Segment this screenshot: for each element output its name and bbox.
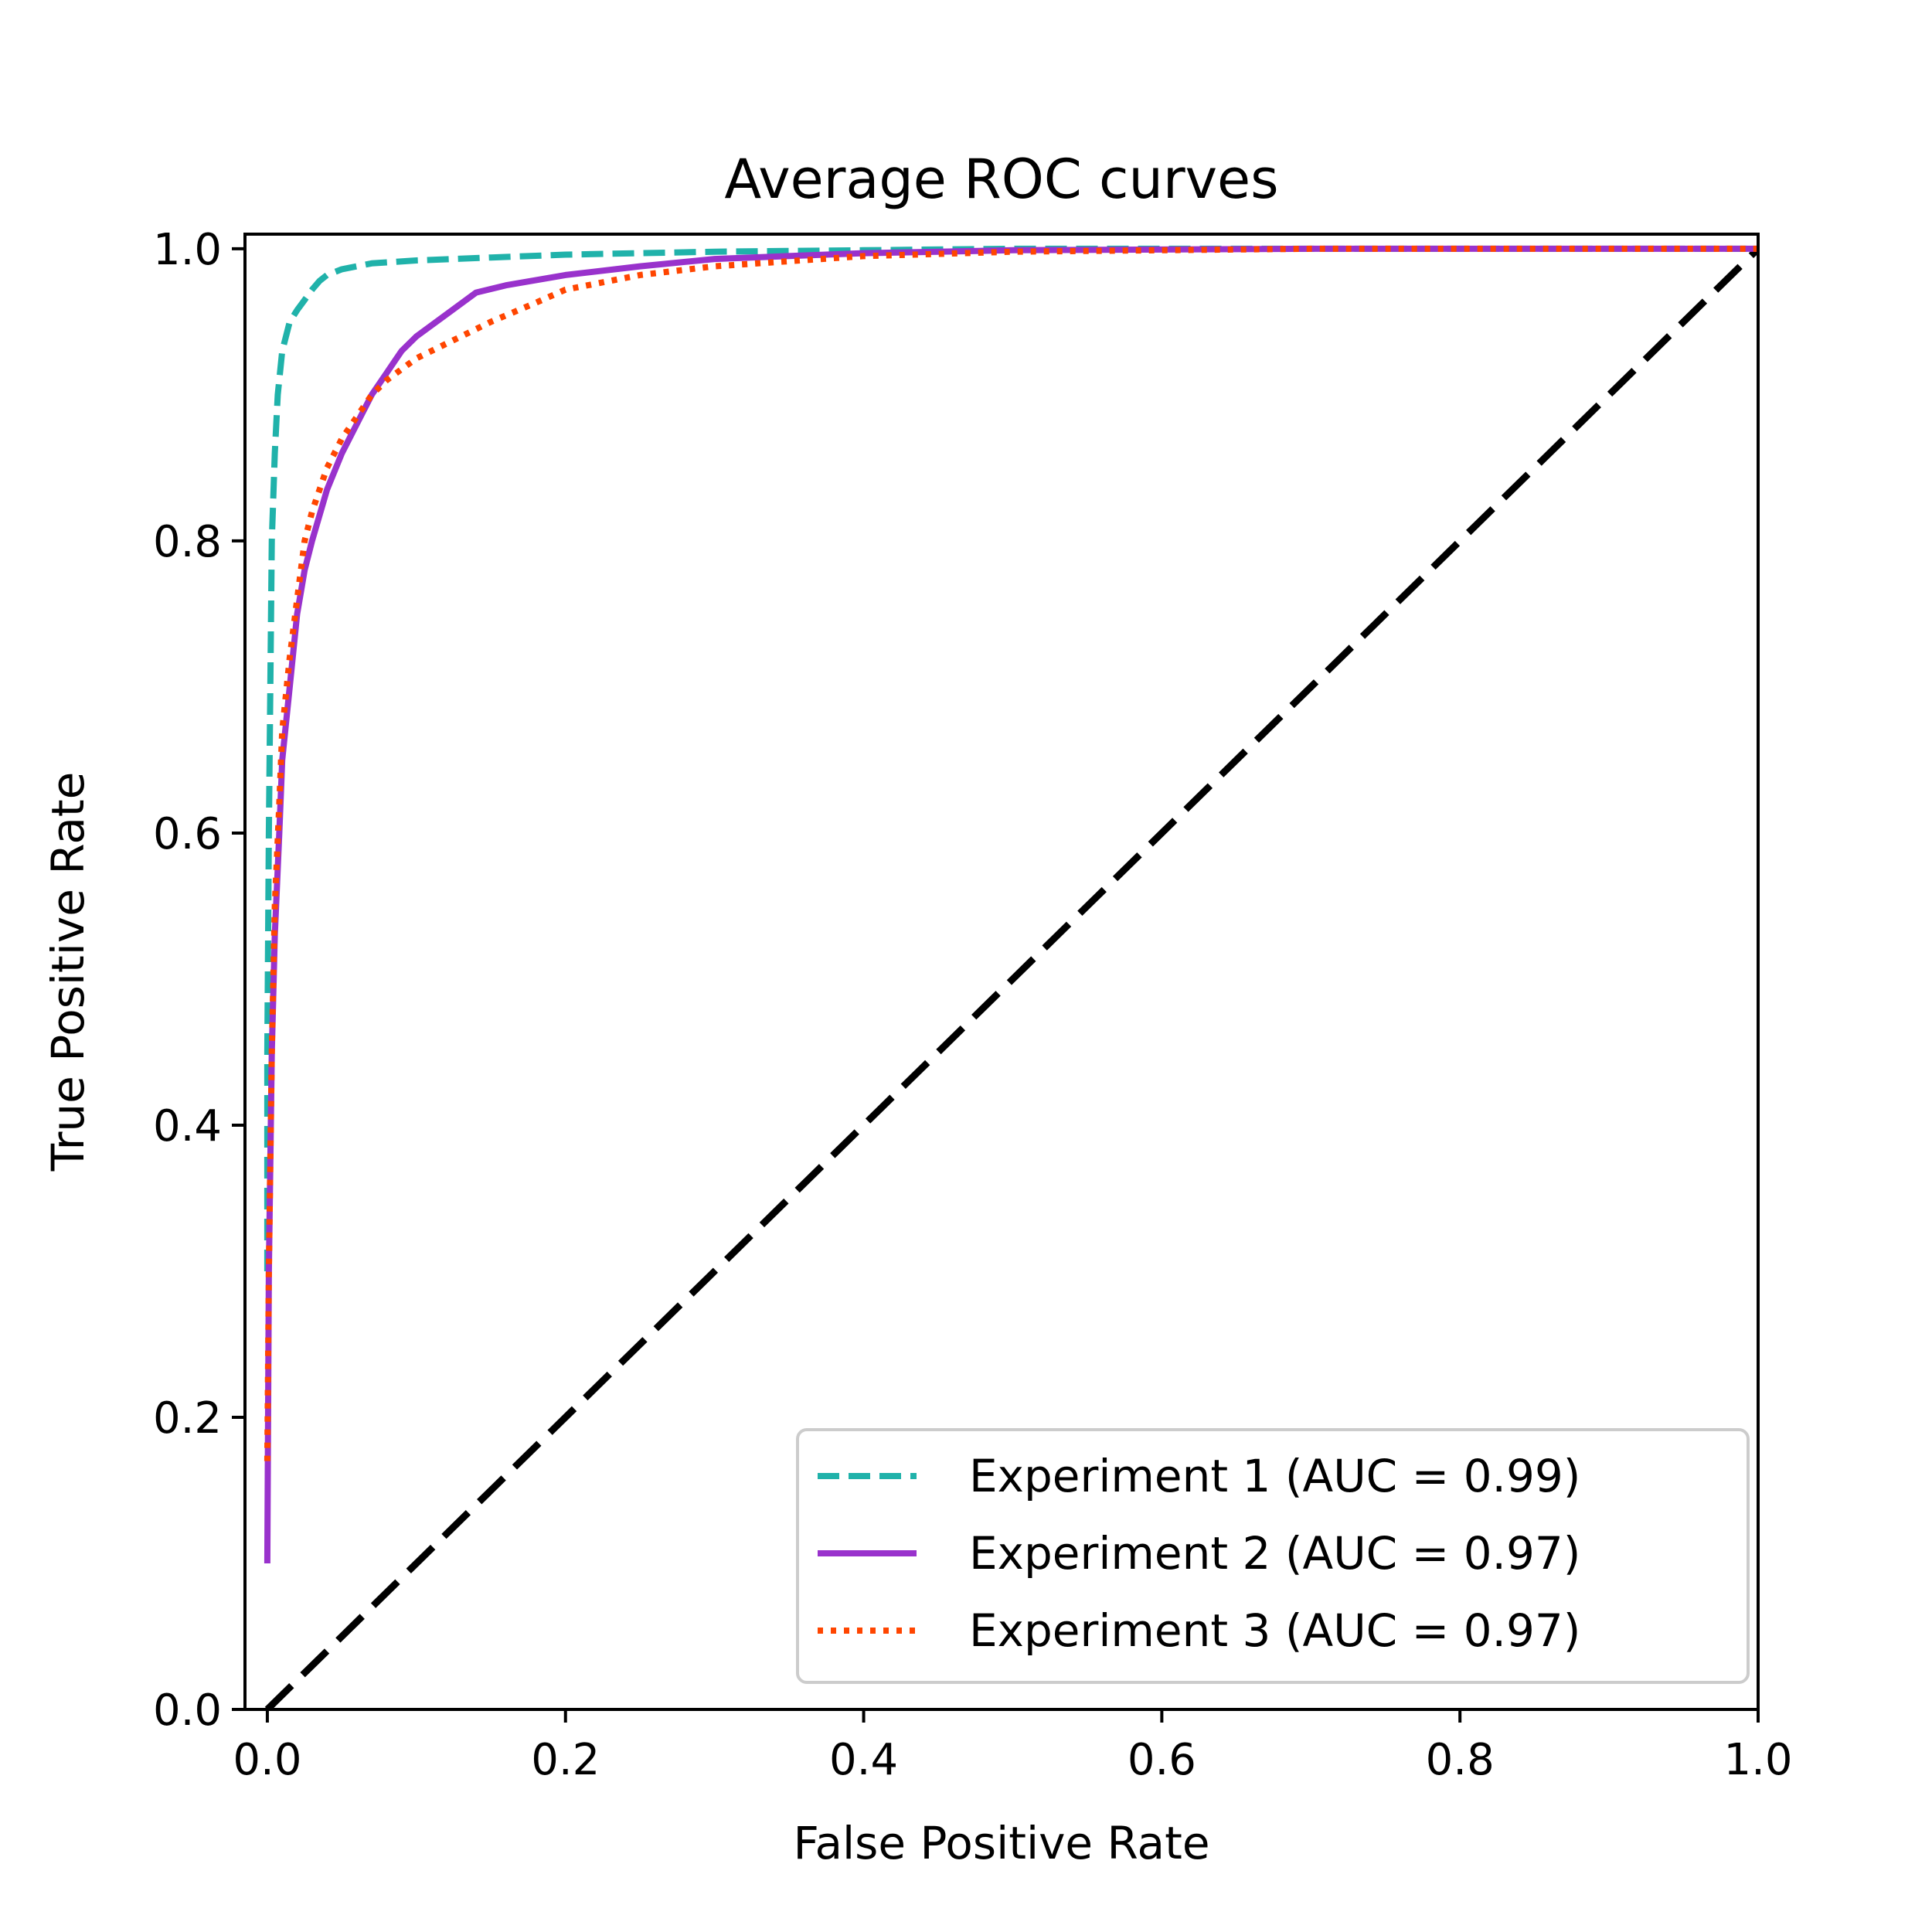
legend: Experiment 1 (AUC = 0.99) Experiment 2 (A… [796,1428,1750,1684]
legend-label-experiment-1: Experiment 1 (AUC = 0.99) [969,1450,1580,1502]
legend-box [796,1428,1750,1684]
chance-diagonal-line [264,246,1758,1709]
legend-label-experiment-2: Experiment 2 (AUC = 0.97) [969,1527,1580,1580]
x-tick-label: 0.8 [1426,1735,1495,1785]
x-tick-label: 0.2 [531,1735,600,1785]
curves-group [264,245,1758,1709]
y-tick-label: 0.0 [153,1685,222,1736]
x-axis: 0.0 0.2 0.4 0.6 0.8 1.0 [233,1709,1793,1785]
y-axis-label: True Positive Rate [42,772,94,1172]
y-axis: 0.0 0.2 0.4 0.6 0.8 1.0 [153,225,245,1736]
chart-title: Average ROC curves [724,148,1278,211]
plot-area [243,233,1760,1711]
x-tick-label: 1.0 [1723,1735,1792,1785]
y-tick-label: 0.6 [153,809,222,859]
x-tick-label: 0.6 [1128,1735,1196,1785]
y-tick-label: 0.8 [153,517,222,567]
x-axis-label: False Positive Rate [793,1817,1209,1869]
series-line-experiment-2 [264,245,1758,1564]
x-tick-label: 0.0 [233,1735,301,1785]
y-tick-label: 0.4 [153,1101,222,1151]
axes-frame [243,233,1760,1711]
x-tick-label: 0.4 [829,1735,898,1785]
y-tick-label: 1.0 [153,225,222,275]
series-line-experiment-1 [264,245,1758,1271]
y-tick-label: 0.2 [153,1393,222,1444]
legend-label-experiment-3: Experiment 3 (AUC = 0.97) [969,1604,1580,1657]
